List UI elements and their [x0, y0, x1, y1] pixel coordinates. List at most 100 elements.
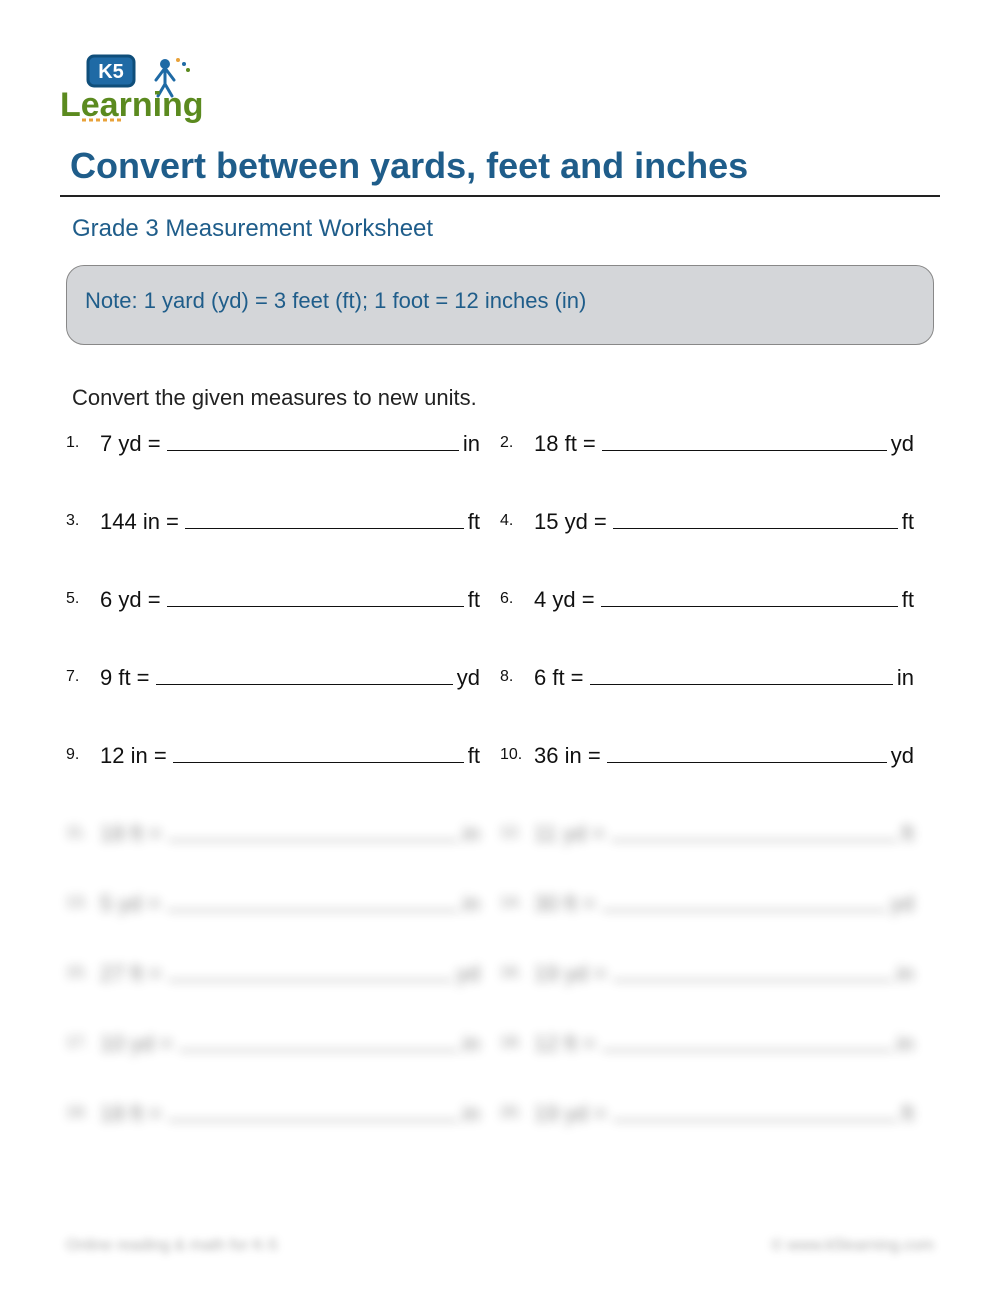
- answer-blank[interactable]: [156, 663, 453, 685]
- problem-lhs: 19 yd =: [534, 961, 607, 987]
- answer-blank[interactable]: [179, 1029, 459, 1051]
- problem-row: 15.27 ft = yd16.19 yd =in: [66, 959, 934, 987]
- problem-lhs: 6 yd =: [100, 587, 161, 613]
- problem-lhs: 19 yd =: [534, 1101, 607, 1127]
- answer-blank[interactable]: [607, 741, 887, 763]
- problem-number: 6.: [500, 590, 534, 608]
- answer-blank[interactable]: [168, 959, 453, 981]
- problem-number: 13.: [66, 894, 100, 912]
- problem: 6.4 yd =ft: [500, 585, 934, 613]
- problem: 1.7 yd =in: [66, 429, 500, 457]
- problem: 20.19 yd = ft: [500, 1099, 934, 1127]
- problem-number: 7.: [66, 668, 100, 686]
- answer-blank[interactable]: [613, 959, 893, 981]
- problem-lhs: 18 ft =: [100, 1101, 162, 1127]
- target-unit: in: [463, 891, 500, 917]
- problem-lhs: 27 ft =: [100, 961, 162, 987]
- problems-blurred: 11.18 ft =in12.11 yd =ft13.5 yd =in14.30…: [60, 819, 940, 1127]
- problem-number: 16.: [500, 964, 534, 982]
- problem: 12.11 yd = ft: [500, 819, 934, 847]
- answer-blank[interactable]: [602, 1029, 893, 1051]
- problem-number: 5.: [66, 590, 100, 608]
- instruction-text: Convert the given measures to new units.: [60, 385, 940, 411]
- target-unit: in: [463, 821, 500, 847]
- problem: 10.36 in = yd: [500, 741, 934, 769]
- problem-lhs: 5 yd =: [100, 891, 161, 917]
- target-unit: ft: [902, 1101, 934, 1127]
- problem: 11.18 ft =in: [66, 819, 500, 847]
- problem-row: 3.144 in =ft4.15 yd =ft: [66, 507, 934, 535]
- target-unit: ft: [902, 587, 934, 613]
- problem-row: 5.6 yd = ft6.4 yd =ft: [66, 585, 934, 613]
- problem: 16.19 yd =in: [500, 959, 934, 987]
- answer-blank[interactable]: [613, 507, 898, 529]
- target-unit: ft: [468, 509, 500, 535]
- target-unit: ft: [902, 821, 934, 847]
- problem: 14.30 ft = yd: [500, 889, 934, 917]
- problem: 8.6 ft =in: [500, 663, 934, 691]
- k5-learning-logo: K5 Learning: [60, 50, 940, 130]
- problem-number: 8.: [500, 668, 534, 686]
- target-unit: in: [463, 1031, 500, 1057]
- problem-number: 4.: [500, 512, 534, 530]
- answer-blank[interactable]: [611, 819, 898, 841]
- answer-blank[interactable]: [167, 585, 464, 607]
- answer-blank[interactable]: [602, 889, 887, 911]
- problem-number: 10.: [500, 746, 534, 764]
- answer-blank[interactable]: [168, 1099, 459, 1121]
- answer-blank[interactable]: [602, 429, 887, 451]
- target-unit: yd: [891, 891, 934, 917]
- target-unit: yd: [891, 743, 934, 769]
- problem-lhs: 30 ft =: [534, 891, 596, 917]
- problem-row: 11.18 ft =in12.11 yd =ft: [66, 819, 934, 847]
- answer-blank[interactable]: [167, 889, 459, 911]
- answer-blank[interactable]: [185, 507, 464, 529]
- problem-lhs: 12 ft =: [534, 1031, 596, 1057]
- problem-row: 9.12 in =ft10.36 in = yd: [66, 741, 934, 769]
- problem-lhs: 144 in =: [100, 509, 179, 535]
- footer-left: Online reading & math for K-5: [66, 1237, 278, 1255]
- answer-blank[interactable]: [613, 1099, 898, 1121]
- worksheet-page: K5 Learning Convert between yards, feet …: [0, 0, 1000, 1295]
- problem-number: 3.: [66, 512, 100, 530]
- answer-blank[interactable]: [590, 663, 893, 685]
- problem: 2.18 ft = yd: [500, 429, 934, 457]
- target-unit: yd: [891, 431, 934, 457]
- problem-lhs: 12 in =: [100, 743, 167, 769]
- problem-lhs: 15 yd =: [534, 509, 607, 535]
- svg-text:K5: K5: [98, 61, 124, 83]
- problem-lhs: 18 ft =: [534, 431, 596, 457]
- problem-lhs: 10 yd =: [100, 1031, 173, 1057]
- problem-number: 12.: [500, 824, 534, 842]
- worksheet-subtitle: Grade 3 Measurement Worksheet: [60, 215, 940, 243]
- answer-blank[interactable]: [601, 585, 898, 607]
- problem-number: 9.: [66, 746, 100, 764]
- problem: 7.9 ft = yd: [66, 663, 500, 691]
- target-unit: ft: [468, 587, 500, 613]
- problem-lhs: 36 in =: [534, 743, 601, 769]
- answer-blank[interactable]: [168, 819, 459, 841]
- problem-number: 2.: [500, 434, 534, 452]
- target-unit: ft: [902, 509, 934, 535]
- answer-blank[interactable]: [167, 429, 459, 451]
- problem-lhs: 18 ft =: [100, 821, 162, 847]
- problem-row: 1.7 yd =in2.18 ft = yd: [66, 429, 934, 457]
- problem: 17.10 yd =in: [66, 1029, 500, 1057]
- problem-row: 13.5 yd = in14.30 ft = yd: [66, 889, 934, 917]
- target-unit: in: [897, 665, 934, 691]
- problem: 9.12 in =ft: [66, 741, 500, 769]
- problem-lhs: 9 ft =: [100, 665, 150, 691]
- answer-blank[interactable]: [173, 741, 464, 763]
- target-unit: yd: [457, 665, 500, 691]
- target-unit: yd: [457, 961, 500, 987]
- worksheet-title: Convert between yards, feet and inches: [60, 145, 940, 187]
- target-unit: in: [897, 1031, 934, 1057]
- problem-row: 19.18 ft =in20.19 yd =ft: [66, 1099, 934, 1127]
- problem-number: 14.: [500, 894, 534, 912]
- problem: 3.144 in = ft: [66, 507, 500, 535]
- problem-number: 20.: [500, 1104, 534, 1122]
- problem-number: 18.: [500, 1034, 534, 1052]
- problem-number: 15.: [66, 964, 100, 982]
- problem-lhs: 11 yd =: [534, 821, 605, 847]
- problem: 13.5 yd = in: [66, 889, 500, 917]
